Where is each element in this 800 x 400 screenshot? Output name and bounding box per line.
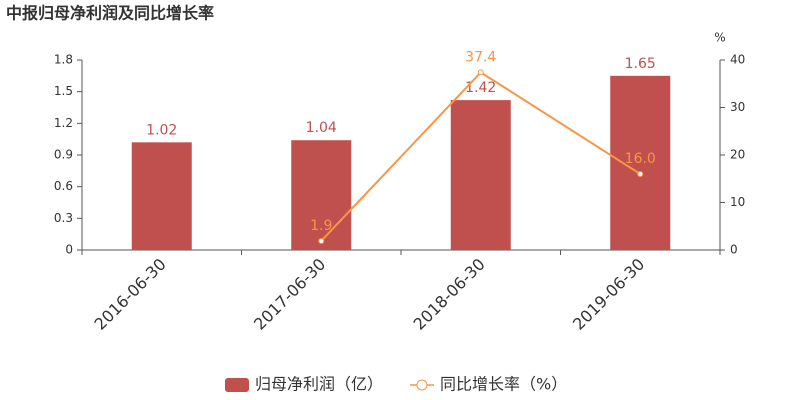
x-tick-label: 2016-06-30 [91,255,170,334]
y2-tick-label: 30 [730,100,745,114]
y-tick-label: 0.3 [54,211,73,225]
y-tick-label: 1.8 [54,53,73,67]
bar-value-label: 1.42 [465,80,496,96]
line-value-label: 37.4 [465,49,496,65]
legend-label: 同比增长率（%） [440,375,567,394]
bar [610,75,671,250]
bar-value-label: 1.65 [625,56,656,72]
x-tick-label: 2019-06-30 [569,255,648,334]
chart-title: 中报归母净利润及同比增长率 [6,4,214,23]
y2-tick-label: 0 [730,243,738,257]
legend-swatch [416,379,428,391]
line-point [318,237,325,244]
line-value-label: 16.0 [625,151,656,167]
y-tick-label: 0.6 [54,179,73,193]
y2-unit-label: % [714,31,725,45]
bar [450,100,511,250]
y2-tick-label: 40 [730,53,745,67]
x-tick-label: 2017-06-30 [250,255,329,334]
y-tick-label: 0 [65,243,73,257]
y2-tick-label: 20 [730,148,745,162]
bar [131,142,192,250]
bar [291,140,352,250]
y-tick-label: 1.2 [54,116,73,130]
legend-label: 归母净利润（亿） [255,375,383,394]
line-point [477,69,484,76]
x-tick-label: 2018-06-30 [410,255,489,334]
bar-value-label: 1.02 [146,122,177,138]
line-value-label: 1.9 [310,218,332,234]
y-tick-label: 0.9 [54,148,73,162]
legend-swatch [225,378,249,392]
line-point [637,171,644,177]
y-tick-label: 1.5 [54,84,73,98]
bar-value-label: 1.04 [306,120,337,136]
y2-tick-label: 10 [730,195,745,209]
